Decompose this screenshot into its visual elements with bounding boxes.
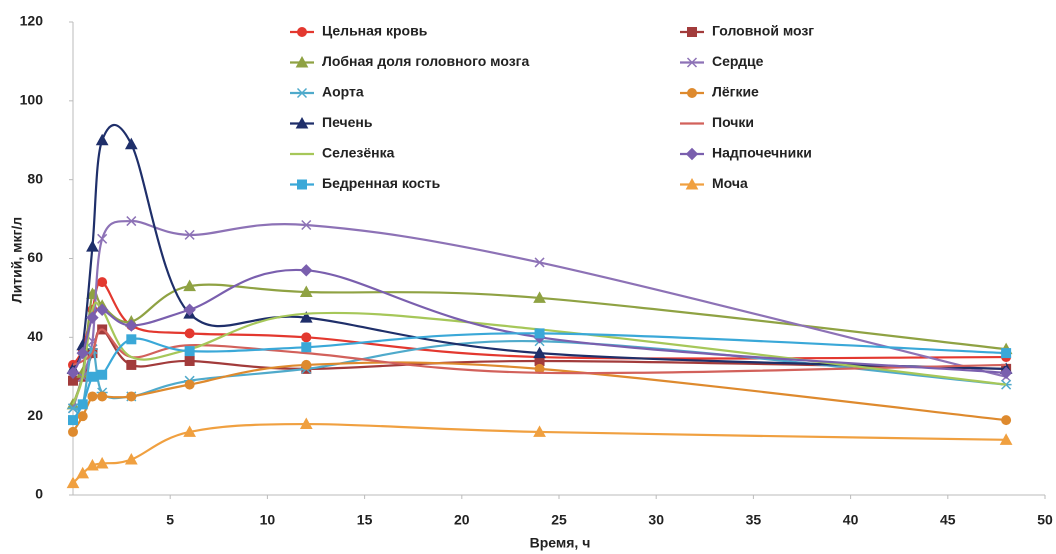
legend-label: Лёгкие xyxy=(712,84,759,100)
marker xyxy=(301,359,312,370)
marker xyxy=(97,277,108,288)
y-axis-label: Литий, мкг/л xyxy=(9,217,25,303)
x-tick-label: 10 xyxy=(260,512,276,528)
marker xyxy=(66,366,80,380)
x-tick-label: 25 xyxy=(551,512,567,528)
marker xyxy=(87,391,98,402)
marker xyxy=(184,328,195,339)
marker xyxy=(86,311,99,324)
marker xyxy=(95,133,109,146)
legend-label: Селезёнка xyxy=(322,145,395,161)
x-tick-label: 5 xyxy=(166,512,174,528)
marker xyxy=(686,57,698,68)
marker xyxy=(87,371,98,382)
marker xyxy=(97,391,108,402)
marker xyxy=(125,319,138,332)
marker xyxy=(95,303,109,316)
y-tick-label: 20 xyxy=(27,407,43,423)
marker xyxy=(126,334,137,345)
marker xyxy=(1001,348,1012,359)
marker xyxy=(687,27,697,37)
marker xyxy=(300,264,313,277)
y-tick-label: 0 xyxy=(35,486,43,502)
x-tick-label: 30 xyxy=(648,512,664,528)
legend-label: Головной мозг xyxy=(712,23,814,39)
marker xyxy=(126,216,137,227)
legend-label: Печень xyxy=(322,114,373,130)
marker xyxy=(533,346,546,359)
marker xyxy=(184,379,195,390)
y-tick-label: 100 xyxy=(20,92,44,108)
marker xyxy=(183,425,196,437)
x-axis-label: Время, ч xyxy=(530,535,591,551)
legend-label: Цельная кровь xyxy=(322,23,428,39)
x-tick-label: 20 xyxy=(454,512,470,528)
marker xyxy=(295,55,309,68)
marker xyxy=(97,369,108,380)
marker xyxy=(183,279,196,292)
marker xyxy=(533,425,546,437)
marker xyxy=(76,466,90,479)
marker xyxy=(534,328,545,339)
x-tick-label: 50 xyxy=(1037,512,1053,528)
marker xyxy=(126,359,137,370)
marker xyxy=(126,391,137,402)
marker xyxy=(67,403,79,414)
marker xyxy=(1001,415,1012,426)
y-tick-label: 80 xyxy=(27,170,43,186)
marker xyxy=(66,476,80,489)
marker xyxy=(97,233,108,244)
marker xyxy=(687,88,697,98)
marker xyxy=(685,147,699,161)
marker xyxy=(183,303,196,316)
marker xyxy=(297,27,307,37)
marker xyxy=(296,87,308,99)
legend-label: Аорта xyxy=(322,84,364,100)
marker xyxy=(95,456,109,469)
marker xyxy=(295,116,309,129)
marker xyxy=(301,342,312,353)
marker xyxy=(184,355,195,366)
marker xyxy=(77,399,88,410)
y-tick-label: 40 xyxy=(27,328,43,344)
x-tick-label: 40 xyxy=(843,512,859,528)
marker xyxy=(299,285,313,298)
marker xyxy=(533,291,546,303)
marker xyxy=(184,346,195,357)
marker xyxy=(77,411,88,422)
marker xyxy=(999,433,1013,445)
marker xyxy=(124,452,138,465)
legend-label: Надпочечники xyxy=(712,145,812,161)
marker xyxy=(76,346,89,360)
marker xyxy=(68,415,78,426)
marker xyxy=(299,417,313,430)
x-tick-label: 15 xyxy=(357,512,373,528)
marker xyxy=(299,311,313,323)
legend-label: Сердце xyxy=(712,53,764,69)
marker xyxy=(297,179,307,190)
marker xyxy=(124,137,138,150)
y-tick-label: 60 xyxy=(27,249,43,265)
marker xyxy=(184,229,195,240)
marker xyxy=(534,257,545,268)
marker xyxy=(301,332,312,343)
x-tick-label: 35 xyxy=(746,512,762,528)
y-tick-label: 120 xyxy=(20,13,44,29)
series-line xyxy=(71,123,1007,370)
marker xyxy=(86,240,99,252)
marker xyxy=(68,426,78,437)
series-line xyxy=(72,328,1007,375)
legend-label: Почки xyxy=(712,114,754,130)
legend-label: Бедренная кость xyxy=(322,175,441,191)
marker xyxy=(685,177,699,190)
marker xyxy=(999,366,1013,380)
series-line xyxy=(71,283,1007,405)
x-tick-label: 45 xyxy=(940,512,956,528)
marker xyxy=(86,458,99,471)
marker xyxy=(301,219,312,231)
legend-label: Лобная доля головного мозга xyxy=(322,53,530,69)
legend-label: Моча xyxy=(712,175,748,191)
